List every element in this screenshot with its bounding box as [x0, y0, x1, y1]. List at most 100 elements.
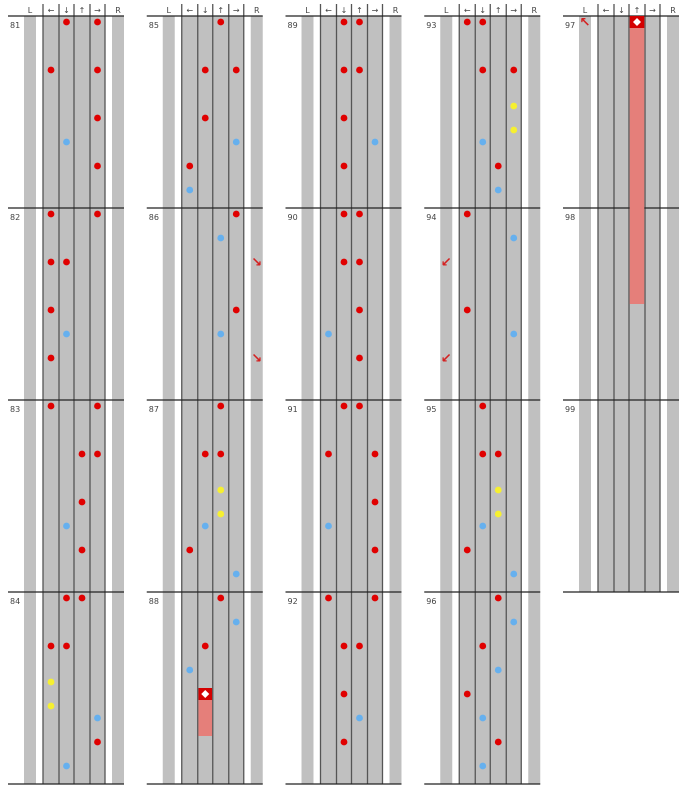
note: [479, 450, 487, 458]
note: [63, 642, 70, 650]
note: [510, 570, 518, 578]
note: [494, 738, 502, 746]
measure-number: 86: [149, 213, 159, 222]
measure-number: 96: [426, 597, 436, 606]
note: [325, 450, 332, 458]
lane-header-label: L: [167, 6, 172, 15]
note: [186, 186, 194, 194]
measure-number: 87: [149, 405, 159, 414]
note: [356, 258, 363, 266]
note: [47, 642, 55, 650]
note: [201, 450, 209, 458]
note: [340, 690, 348, 698]
note: [94, 738, 101, 746]
lane-header-label: ↓: [618, 6, 625, 15]
note: [340, 18, 348, 26]
lane-header-label: ←: [48, 6, 55, 15]
lane-header-label: ↓: [63, 6, 70, 15]
diagonal-arrow-icon: ↖: [580, 16, 591, 31]
note: [340, 114, 348, 122]
note: [479, 402, 487, 410]
note: [94, 714, 101, 722]
note: [510, 330, 518, 338]
note: [340, 738, 348, 746]
note: [494, 486, 502, 494]
measure-number: 95: [426, 405, 436, 414]
note: [510, 618, 518, 626]
note: [356, 66, 363, 74]
lane-header-label: R: [670, 6, 676, 15]
lane-header-label: ←: [464, 6, 471, 15]
note: [479, 66, 487, 74]
note: [340, 258, 348, 266]
note: [201, 642, 209, 650]
note: [232, 306, 240, 314]
measure-number: 91: [288, 405, 298, 414]
note: [63, 330, 70, 338]
note: [479, 522, 487, 530]
note: [325, 330, 332, 338]
note: [356, 714, 363, 722]
note: [94, 210, 101, 218]
note: [356, 18, 363, 26]
lane-header-label: ↑: [79, 6, 86, 15]
note: [494, 594, 502, 602]
diagonal-arrow-icon: ↘: [251, 256, 262, 271]
note: [186, 162, 194, 170]
diagonal-arrow-icon: ↙: [441, 256, 452, 271]
lane-header-label: ←: [325, 6, 332, 15]
note: [217, 234, 225, 242]
note: [232, 570, 240, 578]
lane-l: [579, 16, 591, 592]
lane-header-label: ←: [186, 6, 193, 15]
note: [47, 306, 55, 314]
note: [479, 762, 487, 770]
measure-number: 83: [10, 405, 20, 414]
diamond-icon: [201, 690, 210, 698]
lane-header-label: R: [531, 6, 537, 15]
note: [94, 402, 101, 410]
note: [232, 210, 240, 218]
note: [47, 258, 55, 266]
note: [47, 678, 55, 686]
note: [371, 138, 379, 146]
lane-header-label: R: [115, 6, 121, 15]
measure-number: 89: [288, 21, 298, 30]
note: [479, 714, 487, 722]
note: [479, 138, 487, 146]
lane-header-label: R: [254, 6, 260, 15]
note: [356, 642, 363, 650]
note: [78, 594, 86, 602]
note: [94, 114, 101, 122]
note: [356, 210, 363, 218]
note: [510, 102, 518, 110]
lane-r: [667, 16, 679, 592]
note: [340, 210, 348, 218]
note: [63, 18, 70, 26]
note: [232, 618, 240, 626]
note: [510, 66, 518, 74]
note: [340, 402, 348, 410]
note: [325, 594, 332, 602]
note: [63, 762, 70, 770]
note: [63, 138, 70, 146]
lane-header-label: L: [583, 6, 588, 15]
lane-header-label: ↑: [495, 6, 502, 15]
note: [186, 546, 194, 554]
diagonal-arrow-icon: ↙: [441, 352, 452, 367]
note: [479, 18, 487, 26]
note: [340, 162, 348, 170]
note: [356, 354, 363, 362]
measure-number: 90: [288, 213, 298, 222]
note: [510, 126, 518, 134]
note: [201, 114, 209, 122]
note: [63, 594, 70, 602]
note: [47, 702, 55, 710]
measure-number: 94: [426, 213, 436, 222]
note: [217, 18, 225, 26]
lane-header-label: →: [372, 6, 379, 15]
diagonal-arrow-icon: ↘: [251, 352, 262, 367]
note: [217, 486, 225, 494]
measure-number: 99: [565, 405, 575, 414]
